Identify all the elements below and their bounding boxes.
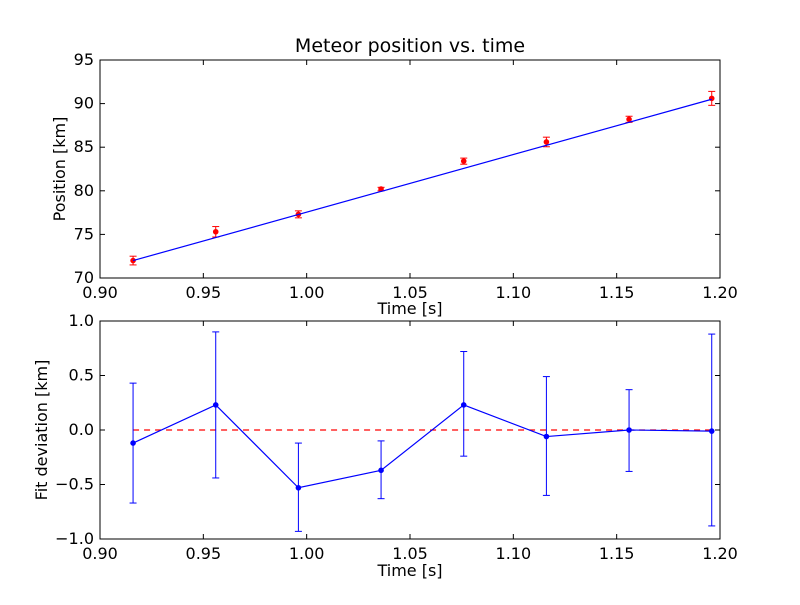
top-plot-x-tick-label: 0.90 xyxy=(82,283,118,302)
top-plot-y-tick-label: 95 xyxy=(74,50,94,69)
bottom-plot-x-tick-label: 1.20 xyxy=(702,544,738,563)
bottom-plot-y-tick-label: 0.0 xyxy=(69,420,94,439)
top-plot-fit-line xyxy=(132,98,712,262)
top-plot-title: Meteor position vs. time xyxy=(295,35,525,57)
top-plot-x-tick-label: 0.95 xyxy=(186,283,222,302)
bottom-plot-frame xyxy=(99,320,721,540)
top-plot-data-point xyxy=(543,139,550,145)
top-plot-x-axis-label: Time [s] xyxy=(376,299,442,318)
top-plot-y-tick-label: 75 xyxy=(74,224,94,243)
bottom-plot-data-point xyxy=(708,428,715,434)
bottom-plot-y-axis-label: Fit deviation [km] xyxy=(32,360,51,501)
top-plot-y-tick-label: 85 xyxy=(74,137,94,156)
bottom-plot-x-tick-label: 1.10 xyxy=(496,544,532,563)
bottom-plot-x-tick-label: 0.90 xyxy=(82,544,118,563)
top-plot-y-tick-label: 70 xyxy=(74,268,94,287)
bottom-plot-y-tick-label: 1.0 xyxy=(69,311,94,330)
bottom-plot-x-tick-label: 0.95 xyxy=(186,544,222,563)
top-plot-frame xyxy=(99,59,721,279)
bottom-plot-marks xyxy=(129,331,716,532)
top-plot-marks xyxy=(129,90,716,266)
bottom-plot-x-axis-label: Time [s] xyxy=(376,561,442,580)
bottom-plot-data-point xyxy=(378,467,384,474)
bottom-plot-data-point xyxy=(543,433,550,440)
bottom-plot: Time [s] Fit deviation [km] 0.90 0.95 1.00… xyxy=(32,311,738,580)
top-plot-x-tick-label: 1.15 xyxy=(599,283,635,302)
bottom-plot-ticks: 0.90 0.95 1.00 1.05 1.10 1.15 1.20 −1.0 −0.5 0.0 0… xyxy=(55,311,738,563)
top-plot-data-point xyxy=(460,158,467,164)
top-plot: Meteor position vs. time Time [s] Positi… xyxy=(50,35,738,318)
top-plot-x-tick-label: 1.20 xyxy=(702,283,738,302)
bottom-plot-x-tick-label: 1.05 xyxy=(392,544,428,563)
top-plot-ticks: 0.90 0.95 1.00 1.05 1.10 1.15 1.20 70 75 80 85 90 95 xyxy=(74,50,738,302)
top-plot-data-point xyxy=(212,228,219,235)
top-plot-x-tick-label: 1.05 xyxy=(392,283,428,302)
bottom-plot-y-tick-label: 0.5 xyxy=(69,366,94,385)
top-plot-data-point xyxy=(626,116,632,123)
bottom-plot-data-point xyxy=(295,484,302,491)
bottom-plot-x-tick-label: 1.15 xyxy=(599,544,635,563)
bottom-plot-data-point xyxy=(130,440,136,446)
top-plot-y-axis-label: Position [km] xyxy=(50,117,69,222)
top-plot-x-tick-label: 1.10 xyxy=(496,283,532,302)
top-plot-y-tick-label: 90 xyxy=(74,94,94,113)
bottom-plot-y-tick-label: −1.0 xyxy=(55,529,94,548)
bottom-plot-x-tick-label: 1.00 xyxy=(289,544,325,563)
top-plot-x-tick-label: 1.00 xyxy=(289,283,325,302)
bottom-plot-y-tick-label: −0.5 xyxy=(55,475,94,494)
bottom-plot-data-point xyxy=(460,402,467,408)
top-plot-y-tick-label: 80 xyxy=(74,181,94,200)
bottom-plot-data-point xyxy=(626,427,632,433)
bottom-plot-deviation-line xyxy=(132,404,712,489)
bottom-plot-data-point xyxy=(212,402,219,408)
